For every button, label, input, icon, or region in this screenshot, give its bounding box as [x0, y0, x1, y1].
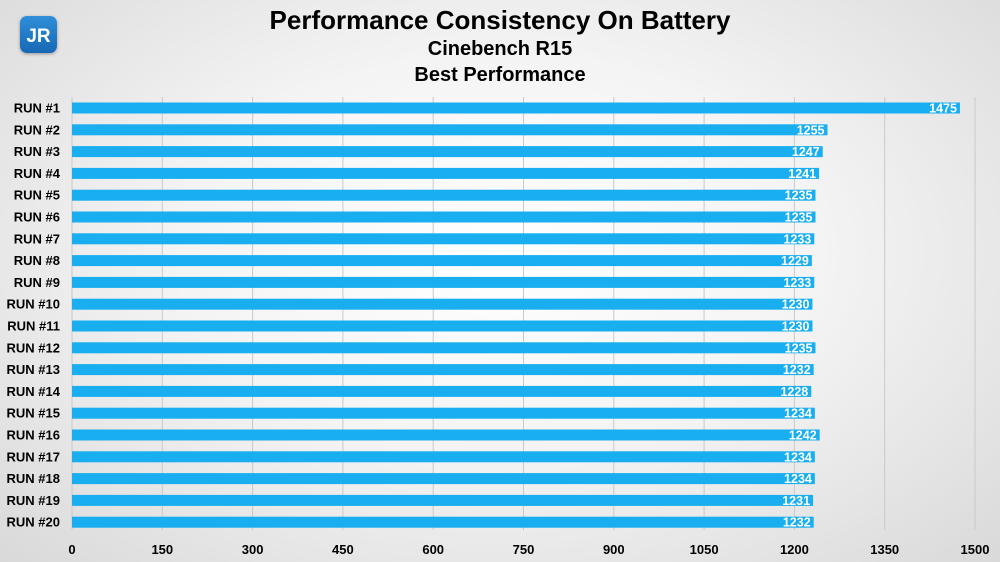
- category-label: RUN #2: [14, 122, 60, 137]
- bar: [72, 189, 816, 201]
- category-label: RUN #11: [7, 319, 60, 334]
- bar: [72, 146, 823, 158]
- category-label: RUN #18: [7, 471, 60, 486]
- data-label: 1235: [785, 341, 813, 355]
- data-label: 1230: [782, 320, 810, 334]
- bar: [72, 407, 815, 419]
- data-label: 1475: [929, 102, 957, 116]
- x-tick-label: 900: [603, 542, 625, 557]
- data-label: 1235: [785, 211, 813, 225]
- data-label: 1233: [783, 276, 811, 290]
- x-tick-label: 1200: [780, 542, 809, 557]
- x-tick-label: 750: [513, 542, 535, 557]
- x-tick-label: 600: [422, 542, 444, 557]
- category-label: RUN #16: [7, 428, 60, 443]
- chart-titles: Performance Consistency On Battery Cineb…: [0, 4, 1000, 88]
- data-label: 1228: [780, 385, 808, 399]
- bar: [72, 233, 815, 245]
- bar: [72, 320, 813, 332]
- chart-subtitle: Cinebench R15: [427, 38, 573, 60]
- x-tick-label: 1350: [870, 542, 899, 557]
- jr-logo: JR: [20, 16, 57, 53]
- data-label: 1232: [783, 363, 811, 377]
- x-tick-label: 1050: [690, 542, 719, 557]
- x-tick-label: 1500: [961, 542, 990, 557]
- category-label: RUN #5: [14, 188, 60, 203]
- bar: [72, 298, 813, 310]
- bar: [72, 211, 816, 223]
- category-label: RUN #3: [14, 144, 60, 159]
- category-label: RUN #14: [7, 384, 61, 399]
- category-label: RUN #19: [7, 493, 60, 508]
- data-label: 1242: [789, 429, 817, 443]
- category-labels: RUN #1 RUN #2 RUN #3 RUN #4 RUN #5 RUN #6 RUN …: [7, 101, 61, 530]
- bar: [72, 451, 815, 463]
- data-label: 1233: [783, 232, 811, 246]
- data-label: 1232: [783, 516, 811, 530]
- data-label: 1229: [781, 254, 809, 268]
- category-label: RUN #20: [7, 515, 60, 530]
- data-label: 1247: [792, 145, 820, 159]
- category-label: RUN #15: [7, 406, 60, 421]
- x-tick-labels: 0 150 300 450 600 750 900 1050 1200 1350 1500: [68, 542, 989, 557]
- category-label: RUN #13: [7, 362, 60, 377]
- data-label: 1241: [788, 167, 816, 181]
- bar: [72, 342, 816, 354]
- category-label: RUN #17: [7, 449, 60, 464]
- category-label: RUN #8: [14, 253, 60, 268]
- bar: [72, 124, 828, 136]
- bar: [72, 167, 820, 179]
- logo-text: JR: [26, 26, 51, 47]
- category-label: RUN #10: [7, 297, 60, 312]
- category-label: RUN #9: [14, 275, 60, 290]
- chart-subtitle-2: Best Performance: [414, 64, 586, 86]
- category-label: RUN #12: [7, 340, 60, 355]
- x-tick-label: 450: [332, 542, 354, 557]
- data-label: 1231: [782, 494, 810, 508]
- bar: [72, 364, 814, 376]
- category-label: RUN #1: [14, 101, 60, 116]
- data-label: 1230: [782, 298, 810, 312]
- bar: [72, 102, 960, 114]
- bar: [72, 255, 812, 267]
- bars: [72, 102, 960, 528]
- category-label: RUN #7: [14, 231, 60, 246]
- x-tick-label: 150: [151, 542, 173, 557]
- data-label: 1234: [784, 407, 812, 421]
- data-label: 1235: [785, 189, 813, 203]
- data-labels: 1475 1255 1247 1241 1235 1235 1233 1229 1233 1230…: [780, 102, 957, 530]
- bar: [72, 473, 815, 485]
- bar: [72, 516, 814, 528]
- bar: [72, 385, 812, 397]
- data-label: 1255: [797, 123, 825, 137]
- data-label: 1234: [784, 472, 812, 486]
- bar: [72, 494, 814, 506]
- category-label: RUN #6: [14, 210, 60, 225]
- x-tick-label: 300: [242, 542, 264, 557]
- data-label: 1234: [784, 450, 812, 464]
- bar: [72, 276, 815, 288]
- gridlines: [71, 97, 976, 530]
- bar: [72, 429, 820, 441]
- x-tick-label: 0: [68, 542, 75, 557]
- chart-title: Performance Consistency On Battery: [269, 5, 731, 35]
- category-label: RUN #4: [14, 166, 61, 181]
